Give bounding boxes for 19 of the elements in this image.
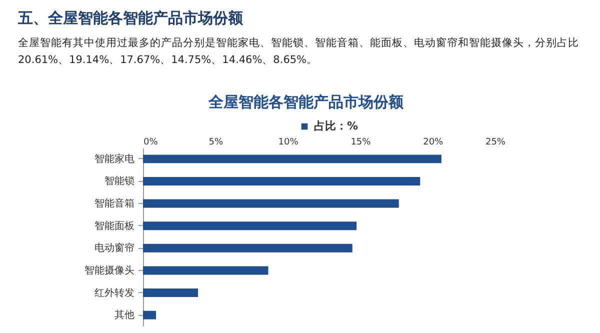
text: 20.61%、19.14%、17.67%、14.75%、14.46%、8.65%。 (18, 54, 318, 66)
y-tick-label: 智能面板 (94, 220, 134, 232)
text: 全屋智能有其中使用过最多的产品分别是智能家电、智能锁、智能音箱、能面板、电动窗帘和智能摄像头，分别占比 (18, 36, 579, 49)
y-tick-label: 智能家电 (94, 152, 134, 165)
y-tick-label: 其他 (114, 309, 134, 322)
chart-title: 全屋智能各智能产品市场份额 (208, 93, 404, 111)
legend-label: 占比：% (314, 120, 358, 132)
x-tick-label: 5% (208, 138, 224, 148)
y-tick-label: 红外转发 (94, 286, 134, 299)
x-tick-label: 25% (485, 138, 506, 148)
x-tick-label: 20% (423, 138, 444, 148)
y-tick-label: 智能摄像头 (84, 264, 134, 276)
x-tick-label: 10% (278, 138, 299, 148)
y-tick-label: 电动窗帘 (94, 242, 134, 254)
x-tick-label: 15% (350, 138, 372, 148)
y-tick-label: 智能锁 (104, 175, 134, 188)
text: 五、全屋智能各智能产品市场份额 (17, 9, 244, 27)
x-tick-label: 0% (144, 138, 158, 148)
y-tick-label: 智能音箱 (94, 198, 134, 210)
